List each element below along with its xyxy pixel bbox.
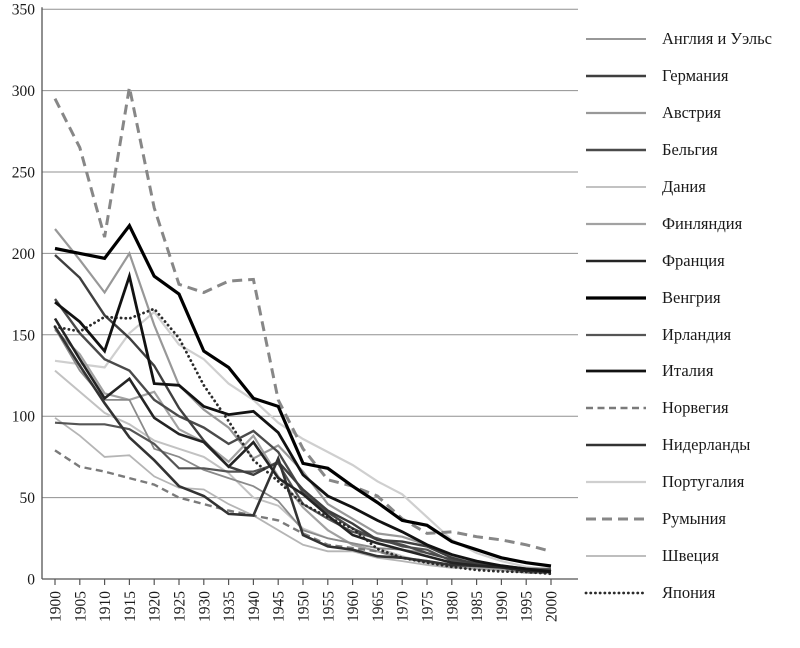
legend-label: Ирландия: [662, 324, 732, 344]
legend-item: Швеция: [584, 537, 798, 574]
series-line: [54, 271, 552, 574]
x-tick-label: 1940: [246, 591, 263, 622]
legend-line-sample: [586, 75, 646, 78]
x-tick-label: 1975: [420, 591, 437, 622]
y-tick-label: 200: [12, 246, 36, 263]
series-line: [54, 222, 552, 568]
x-tick-label: 1900: [48, 591, 65, 622]
x-tick-label: 1905: [72, 591, 89, 622]
legend-item: Венгрия: [584, 279, 798, 316]
legend-item: Ирландия: [584, 316, 798, 353]
legend-label: Венгрия: [662, 287, 721, 307]
y-tick-label: 250: [12, 165, 36, 182]
series-line: [53, 317, 552, 574]
legend-item: Япония: [584, 574, 798, 611]
legend-line-sample: [586, 443, 646, 447]
legend-item: Австрия: [584, 95, 798, 132]
legend-label: Австрия: [662, 103, 722, 123]
legend-item: Финляндия: [584, 205, 798, 242]
legend-label: Португалия: [662, 472, 745, 492]
y-tick-label: 50: [20, 490, 36, 507]
legend-item: Германия: [584, 58, 798, 95]
legend-line-sample: [586, 259, 646, 263]
x-tick-label: 1910: [97, 591, 114, 622]
y-tick-label: 100: [12, 409, 36, 426]
axes: [41, 7, 578, 580]
y-tick-label: 300: [12, 83, 36, 100]
legend-line-sample: [586, 186, 646, 188]
legend-label: Италия: [662, 361, 714, 381]
legend-label: Финляндия: [662, 213, 743, 233]
legend-line-sample: [586, 555, 646, 557]
legend-line-sample: [586, 481, 646, 484]
series-line: [54, 254, 552, 573]
x-tick-label: 1950: [296, 591, 313, 622]
series-line: [54, 449, 552, 574]
legend-line-sample: [586, 222, 646, 225]
y-tick-label: 350: [12, 2, 36, 19]
legend-item: Дания: [584, 169, 798, 206]
gridlines: [42, 8, 578, 580]
x-tick-label: 1990: [494, 591, 511, 622]
legend-label: Германия: [662, 66, 729, 86]
legend-label: Япония: [662, 582, 716, 602]
legend-label: Франция: [662, 250, 725, 270]
chart-legend: Англия и Уэльс Германия Австрия Бельгия Дани…: [584, 21, 798, 611]
x-tick-label: 1965: [370, 591, 387, 622]
legend-line-sample: [586, 370, 646, 373]
legend-item: Нидерланды: [584, 427, 798, 464]
x-axis-labels: 1900 1905 1910 1915 1920 1925 1930 1935 1940 1945…: [48, 579, 561, 622]
legend-item: Норвегия: [584, 390, 798, 427]
series-line: [53, 86, 552, 553]
x-tick-label: 2000: [544, 591, 561, 622]
x-tick-label: 1970: [395, 591, 412, 622]
x-tick-label: 1995: [519, 591, 536, 622]
legend-label: Дания: [662, 177, 706, 196]
x-tick-label: 1925: [172, 591, 189, 622]
legend-item: Румыния: [584, 501, 798, 538]
legend-line-sample: [586, 38, 646, 41]
x-tick-label: 1955: [320, 591, 337, 622]
legend-line-sample: [586, 148, 646, 152]
legend-label: Норвегия: [662, 398, 729, 418]
legend-line-sample: [586, 407, 646, 410]
x-tick-label: 1935: [221, 591, 238, 622]
legend-item: Англия и Уэльс: [584, 21, 798, 58]
series-line: [53, 307, 553, 576]
series-lines: [53, 86, 553, 576]
y-tick-label: 0: [27, 572, 35, 589]
legend-item: Италия: [584, 353, 798, 390]
legend-item: Португалия: [584, 464, 798, 501]
x-tick-label: 1920: [147, 591, 164, 622]
legend-label: Бельгия: [662, 140, 718, 160]
x-tick-label: 1930: [196, 591, 213, 622]
series-line: [54, 329, 552, 574]
y-tick-label: 150: [12, 327, 36, 344]
x-tick-label: 1945: [271, 591, 288, 622]
x-tick-label: 1980: [444, 591, 461, 622]
x-tick-label: 1915: [122, 591, 139, 622]
legend-line-sample: [586, 333, 646, 336]
legend-item: Бельгия: [584, 132, 798, 169]
legend-label: Нидерланды: [662, 435, 751, 455]
legend-label: Англия и Уэльс: [662, 29, 772, 49]
legend-item: Франция: [584, 242, 798, 279]
x-tick-label: 1960: [345, 591, 362, 622]
legend-line-sample: [586, 517, 646, 521]
legend-label: Швеция: [662, 545, 719, 565]
legend-line-sample: [584, 591, 648, 595]
x-tick-label: 1985: [469, 591, 486, 622]
legend-label: Румыния: [662, 509, 726, 529]
legend-line-sample: [586, 112, 646, 115]
y-axis-labels: 0 50 100 150 200 250 300 350: [12, 2, 36, 589]
legend-line-sample: [586, 296, 646, 300]
